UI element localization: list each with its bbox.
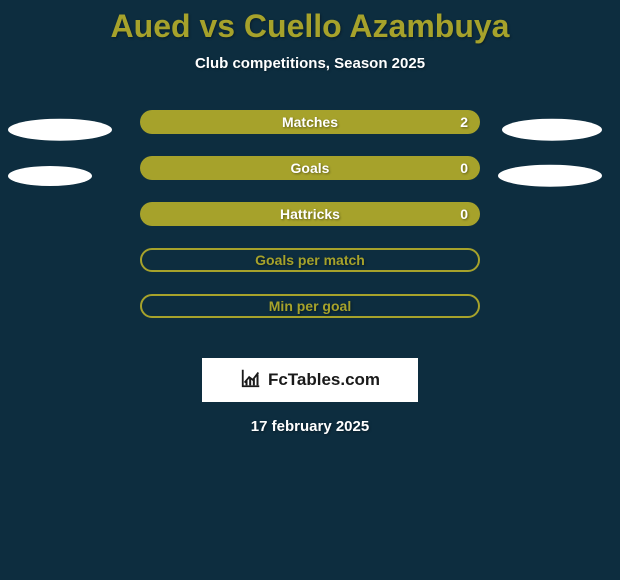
stat-value: 0: [460, 160, 468, 176]
stat-row: Matches 2: [0, 110, 620, 156]
stat-label: Min per goal: [269, 298, 351, 314]
stat-label: Goals per match: [255, 252, 365, 268]
stat-value: 2: [460, 114, 468, 130]
chart-icon: [240, 367, 262, 394]
left-ellipse: [8, 166, 92, 186]
stat-label: Hattricks: [280, 206, 340, 222]
comparison-infographic: Aued vs Cuello Azambuya Club competition…: [0, 0, 620, 580]
stat-bar: Hattricks 0: [140, 202, 480, 226]
stat-bar: Goals 0: [140, 156, 480, 180]
stat-bar: Matches 2: [140, 110, 480, 134]
right-ellipse: [502, 119, 602, 141]
page-subtitle: Club competitions, Season 2025: [0, 55, 620, 72]
stat-label: Matches: [282, 114, 338, 130]
stat-bar: Min per goal: [140, 294, 480, 318]
left-ellipse: [8, 119, 112, 141]
stat-row: Min per goal: [0, 294, 620, 340]
stat-bar: Goals per match: [140, 248, 480, 272]
logo-box: FcTables.com: [202, 358, 418, 402]
logo-text: FcTables.com: [268, 370, 380, 390]
date-text: 17 february 2025: [0, 418, 620, 435]
stat-row: Goals 0: [0, 156, 620, 202]
stat-label: Goals: [291, 160, 330, 176]
page-title: Aued vs Cuello Azambuya: [0, 0, 620, 45]
stat-row: Goals per match: [0, 248, 620, 294]
right-ellipse: [498, 165, 602, 187]
stat-value: 0: [460, 206, 468, 222]
stat-row: Hattricks 0: [0, 202, 620, 248]
stat-rows: Matches 2 Goals 0 Hattricks 0 Goals per match M…: [0, 110, 620, 340]
